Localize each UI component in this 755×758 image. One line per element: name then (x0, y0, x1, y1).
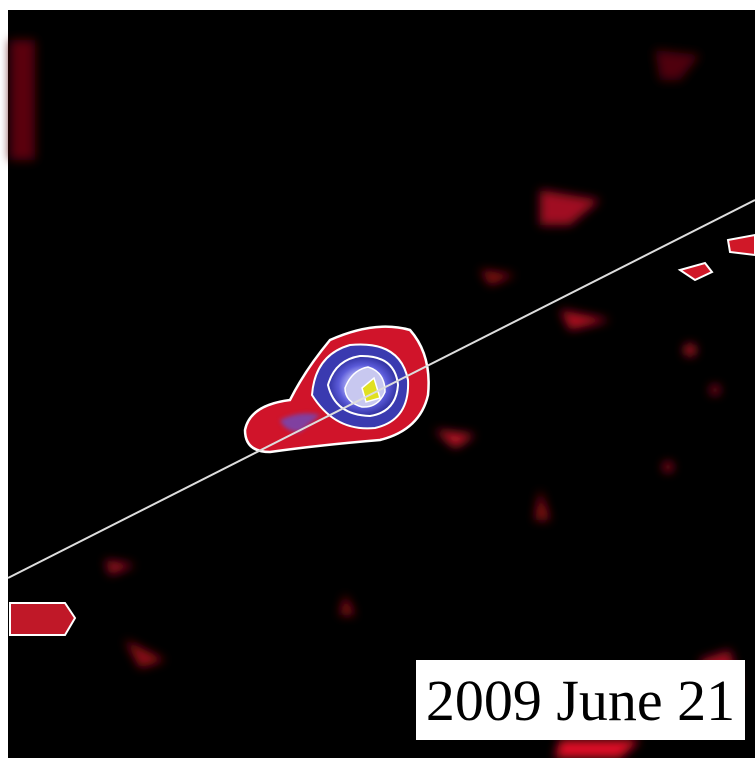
contours (9, 233, 755, 636)
date-label: 2009 June 21 (416, 660, 745, 740)
track-line (7, 199, 755, 579)
